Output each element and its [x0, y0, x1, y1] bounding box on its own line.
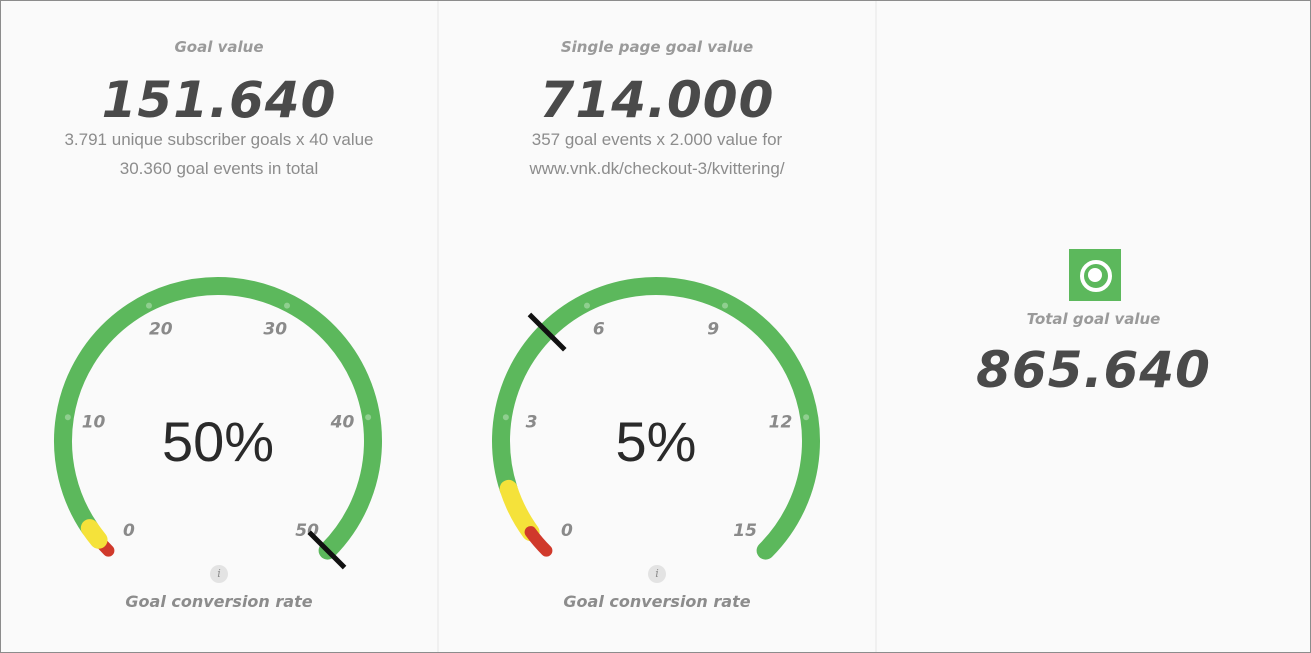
gauge-tick-label: 30	[263, 320, 287, 340]
gauge-band	[524, 526, 553, 557]
gauge-tick-dot	[583, 302, 590, 309]
single-page-goal-panel: Single page goal value 714.000 357 goal …	[439, 1, 875, 652]
info-icon[interactable]: i	[648, 565, 666, 583]
gauge-tick-label: 0	[561, 521, 573, 541]
single-page-goal-detail-1: 357 goal events x 2.000 value for	[531, 130, 783, 149]
target-icon	[1069, 249, 1121, 301]
gauge-tick-label: 40	[330, 412, 355, 432]
target-ring	[1080, 260, 1112, 292]
gauge-value-text: 5%	[616, 410, 697, 473]
gauge-tick-dot	[502, 414, 509, 421]
single-page-goal-detail-2: www.vnk.dk/checkout-3/kvittering/	[529, 159, 785, 178]
gauge-tick-label: 10	[82, 412, 106, 432]
gauge-tick-label: 20	[149, 320, 173, 340]
gauge-tick-label: 3	[526, 412, 538, 432]
gauge-tick-label: 15	[733, 521, 757, 541]
gauge-tick-dot	[722, 302, 729, 309]
gauge-tick-label: 9	[707, 320, 719, 340]
goal-value-detail-2: 30.360 goal events in total	[119, 159, 319, 178]
gauge-band	[499, 479, 540, 542]
info-icon[interactable]: i	[210, 565, 228, 583]
gauge-tick-dot	[64, 414, 71, 421]
goal-value-number: 151.640	[101, 71, 337, 129]
goal-value-detail-1: 3.791 unique subscriber goals x 40 value	[64, 130, 374, 149]
single-page-goal-number: 714.000	[539, 71, 775, 129]
goal-value-title: Goal value	[174, 38, 264, 56]
gauge-needle	[307, 530, 347, 570]
gauge-tick-dot	[803, 414, 810, 421]
total-goal-number: 865.640	[976, 341, 1211, 399]
single-page-goal-title: Single page goal value	[560, 38, 754, 56]
gauge-value-text: 50%	[162, 410, 274, 473]
gauge-band	[80, 519, 108, 549]
total-goal-title: Total goal value	[1026, 310, 1161, 328]
gauge-tick-dot	[145, 302, 152, 309]
gauge-band	[54, 277, 382, 560]
gauge-needle	[527, 312, 567, 352]
gauge-band	[492, 277, 820, 560]
gauge-tick-label: 0	[123, 521, 135, 541]
gauge-label: Goal conversion rate	[125, 592, 313, 611]
total-goal-panel: Total goal value 865.640	[877, 1, 1310, 652]
conversion-rate-gauge: 0 3 6 9 12 15 5%	[492, 277, 820, 560]
gauge-tick-label: 6	[593, 320, 605, 340]
target-dot	[1088, 268, 1102, 282]
goal-value-panel: Goal value 151.640 3.791 unique subscrib…	[1, 1, 437, 652]
gauge-tick-dot	[284, 302, 291, 309]
gauge-tick-dot	[365, 414, 372, 421]
gauge-label: Goal conversion rate	[563, 592, 751, 611]
gauge-tick-label: 12	[769, 412, 793, 432]
